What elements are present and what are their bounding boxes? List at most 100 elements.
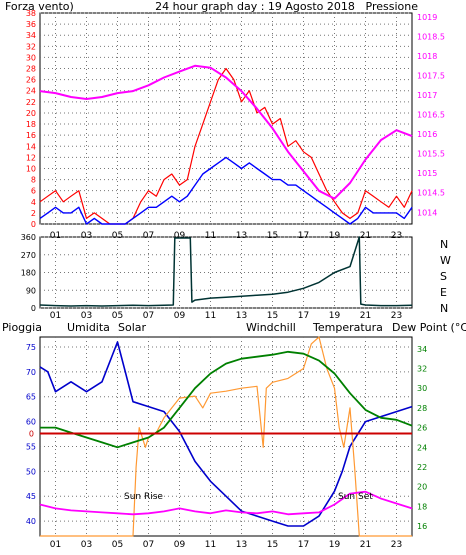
x-tick-label: 15: [267, 231, 278, 241]
y-temp-tick-label: 34: [417, 345, 427, 354]
compass-n-bottom: N: [440, 302, 448, 315]
y-left-tick-label: 4: [31, 198, 36, 207]
graph-title: 24 hour graph day : 19 Agosto 2018: [155, 0, 355, 13]
x-tick-label: 23: [391, 311, 402, 321]
pressure-line: [39, 64, 413, 200]
y-right-tick-label: 1018: [417, 52, 437, 61]
y-right-tick-label: 1017.5: [417, 72, 445, 81]
solar-line: [40, 336, 412, 537]
x-tick-label: 01: [50, 540, 61, 550]
y-humidity-tick-label: 55: [26, 442, 36, 451]
y-humidity-tick-label: 65: [26, 393, 36, 402]
y-direction-tick-label: 360: [21, 233, 36, 242]
y-right-tick-label: 1014.5: [417, 189, 445, 198]
y-temp-tick-label: 20: [417, 483, 427, 492]
y-temp-tick-label: 26: [417, 424, 427, 433]
y-humidity-tick-label: 40: [26, 517, 36, 526]
legend-dew-point: Dew Point (°C): [392, 321, 466, 334]
y-right-tick-label: 1015.5: [417, 150, 445, 159]
y-right-tick-label: 1018.5: [417, 32, 445, 41]
y-right-tick-label: 1015: [417, 169, 437, 178]
y-left-tick-label: 0: [31, 220, 36, 229]
y-left-tick-label: 20: [26, 109, 36, 118]
wind-avg-line: [39, 156, 413, 225]
y-left-tick-label: 34: [26, 31, 36, 40]
y-direction-tick-label: 90: [26, 286, 36, 295]
x-tick-label: 17: [298, 540, 309, 550]
grid-lines: [40, 12, 412, 536]
y-humidity-tick-label: 50: [26, 467, 36, 476]
x-tick-label: 17: [298, 311, 309, 321]
x-tick-label: 01: [50, 231, 61, 241]
x-tick-label: 21: [360, 311, 371, 321]
temperature-panel-frame: [39, 336, 413, 537]
x-tick-label: 05: [112, 311, 123, 321]
tick-labels: 01 03 05 07 09 11 13 15 17 19 21 230246810121416182…: [21, 9, 445, 550]
x-tick-label: 23: [391, 540, 402, 550]
x-tick-label: 11: [205, 231, 216, 241]
compass-n-top: N: [440, 238, 448, 251]
y-left-tick-label: 2: [31, 209, 36, 218]
dew-point-line: [39, 490, 413, 516]
compass-w: W: [440, 254, 451, 267]
y-right-tick-label: 1016: [417, 130, 437, 139]
y-left-tick-label: 38: [26, 9, 36, 18]
x-tick-label: 05: [112, 231, 123, 241]
y-temp-tick-label: 32: [417, 365, 427, 374]
y-left-tick-label: 30: [26, 53, 36, 62]
x-tick-label: 19: [329, 311, 341, 321]
x-tick-label: 07: [143, 540, 154, 550]
y-right-tick-label: 1019: [417, 13, 437, 22]
x-tick-label: 21: [360, 540, 371, 550]
x-tick-label: 01: [50, 311, 61, 321]
y-right-tick-label: 1016.5: [417, 111, 445, 120]
wind-force-label: Forza vento): [5, 0, 74, 13]
y-left-tick-label: 24: [26, 87, 36, 96]
legend-humidity: Umidita: [67, 321, 110, 334]
y-left-tick-label: 22: [26, 98, 36, 107]
y-humidity-tick-label: 45: [26, 492, 36, 501]
y-temp-tick-label: 24: [417, 443, 427, 452]
wind-gust-line: [39, 67, 413, 225]
wind-direction-line: [39, 236, 413, 307]
x-tick-label: 13: [236, 540, 247, 550]
legend-solar: Solar: [118, 321, 147, 334]
x-tick-label: 15: [267, 540, 278, 550]
x-tick-label: 11: [205, 540, 216, 550]
x-tick-label: 23: [391, 231, 402, 241]
x-tick-label: 09: [174, 311, 186, 321]
y-humidity-tick-label: 75: [26, 343, 36, 352]
y-direction-tick-label: 0: [31, 304, 36, 313]
y-temp-tick-label: 16: [417, 522, 427, 531]
x-tick-label: 17: [298, 231, 309, 241]
rain-zero-label: 0: [29, 430, 34, 439]
y-left-tick-label: 6: [31, 187, 36, 196]
x-tick-label: 03: [81, 311, 92, 321]
y-right-tick-label: 1017: [417, 91, 437, 100]
pressure-label: Pressione: [366, 0, 419, 13]
y-left-tick-label: 36: [26, 20, 36, 29]
y-left-tick-label: 32: [26, 42, 36, 51]
x-tick-label: 05: [112, 540, 123, 550]
y-left-tick-label: 10: [26, 164, 36, 173]
x-tick-label: 03: [81, 540, 92, 550]
y-left-tick-label: 8: [31, 176, 36, 185]
x-tick-label: 15: [267, 311, 278, 321]
y-left-tick-label: 26: [26, 76, 36, 85]
compass-s: S: [440, 270, 447, 283]
y-temp-tick-label: 18: [417, 502, 427, 511]
x-tick-label: 09: [174, 540, 186, 550]
y-left-tick-label: 12: [26, 153, 36, 162]
x-tick-label: 19: [329, 231, 341, 241]
y-humidity-tick-label: 60: [26, 418, 36, 427]
y-left-tick-label: 14: [26, 142, 36, 151]
y-left-tick-label: 28: [26, 65, 36, 74]
legend-rain: Pioggia: [2, 321, 42, 334]
data-series: [39, 64, 413, 537]
y-right-tick-label: 1014: [417, 208, 437, 217]
x-tick-label: 03: [81, 231, 92, 241]
x-tick-label: 09: [174, 231, 186, 241]
y-temp-tick-label: 22: [417, 463, 427, 472]
